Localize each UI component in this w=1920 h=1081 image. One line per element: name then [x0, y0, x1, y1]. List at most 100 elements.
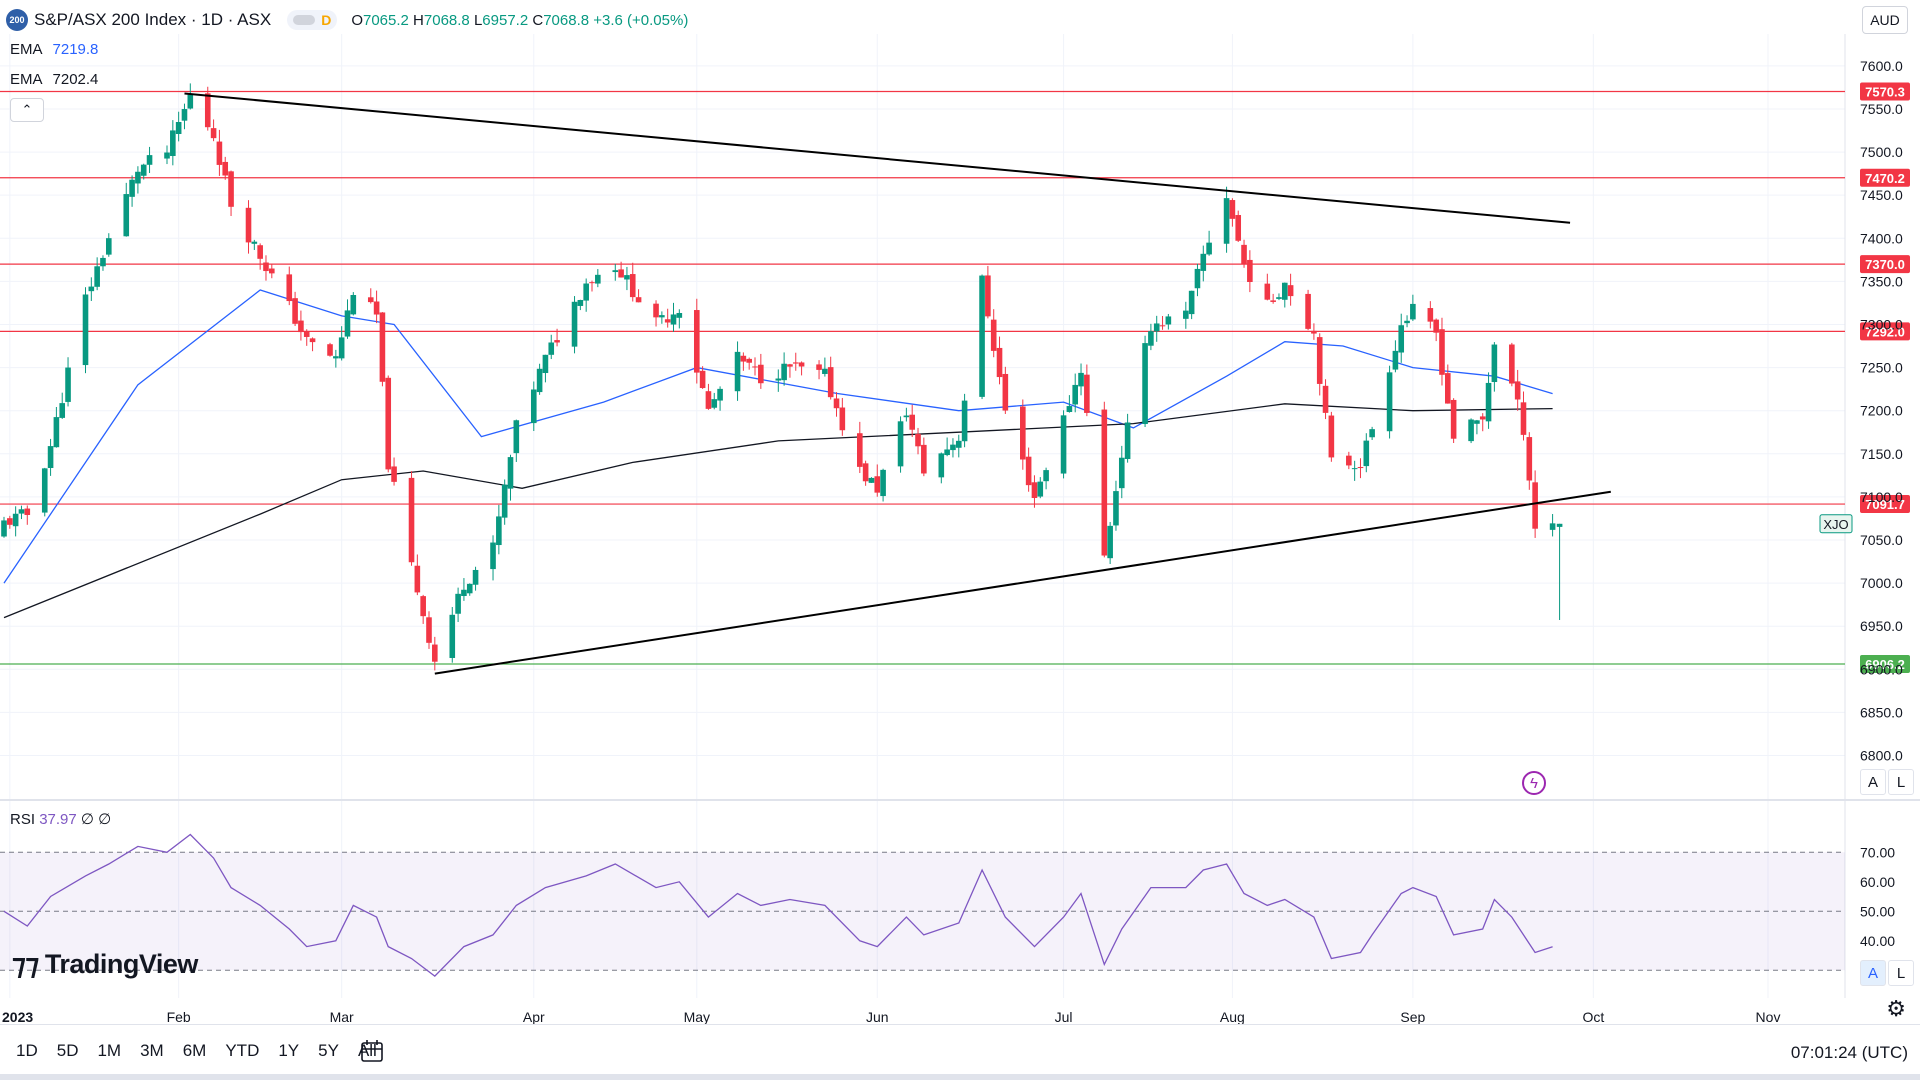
range-5d[interactable]: 5D: [56, 1041, 79, 1060]
currency-selector[interactable]: AUD: [1862, 6, 1908, 34]
candle-body: [1491, 344, 1498, 383]
candle-body: [1276, 297, 1282, 299]
candle-body: [298, 320, 304, 333]
price-scale-label: 7050.0: [1860, 532, 1903, 548]
candle-body: [385, 377, 392, 470]
candle-body: [391, 466, 397, 482]
rsi-log-scale-button[interactable]: L: [1888, 960, 1914, 986]
candle-body: [367, 297, 374, 303]
range-5y[interactable]: 5Y: [318, 1041, 339, 1060]
candle-body: [513, 420, 520, 454]
close-value: 7068.8: [543, 11, 590, 29]
candle-body: [269, 268, 275, 274]
rsi-scale-label: 70.00: [1860, 844, 1895, 860]
tradingview-logo-icon: ⁊⁊: [12, 949, 39, 980]
toggle-pill-icon: [293, 15, 316, 25]
log-scale-button[interactable]: L: [1888, 769, 1914, 795]
high-value: 7068.8: [423, 11, 470, 29]
clock[interactable]: 07:01:24 (UTC): [1790, 1043, 1908, 1062]
range-ytd[interactable]: YTD: [225, 1041, 260, 1060]
candle-body: [717, 388, 723, 401]
rsi-scale-label: 50.00: [1860, 903, 1895, 919]
candle-body: [82, 294, 89, 366]
close-label: C: [532, 11, 544, 29]
candle-body: [921, 444, 927, 474]
candle-body: [915, 433, 921, 447]
candle-body: [426, 617, 432, 643]
chart-title[interactable]: S&P/ASX 200 Index · 1D · ASX: [34, 10, 272, 29]
candle-body: [868, 477, 875, 483]
range-1d[interactable]: 1D: [16, 1041, 38, 1060]
candle-body: [123, 194, 130, 237]
range-6m[interactable]: 6M: [182, 1041, 207, 1060]
rsi-extra: ∅: [80, 811, 94, 828]
candle-body: [857, 433, 863, 467]
candle-body: [577, 299, 584, 306]
settings-gear-icon[interactable]: ⚙: [1886, 996, 1906, 1021]
auto-scale-button[interactable]: A: [1860, 769, 1886, 795]
market-status-toggle[interactable]: D: [287, 10, 338, 30]
calendar-icon[interactable]: [360, 1039, 384, 1063]
price-scale-label: 7350.0: [1860, 273, 1903, 289]
price-scale-label: 7600.0: [1860, 58, 1903, 74]
candle-body: [1328, 415, 1335, 458]
collapse-legend-button[interactable]: ⌃: [10, 98, 44, 122]
candle-body: [59, 403, 66, 418]
candle-body: [629, 274, 636, 298]
candle-body: [693, 310, 700, 373]
candle-body: [501, 484, 508, 518]
candle-body: [676, 312, 683, 318]
ema-legend-fast[interactable]: EMA 7219.8: [10, 41, 98, 58]
axes: 7600.0 7550.0 7500.0 7450.0 7400.0 7350.0 7300…: [2, 58, 1903, 1025]
rsi-line: [3, 833, 1553, 977]
candle-body: [955, 440, 962, 448]
candle-body: [1520, 402, 1527, 435]
grid-lines: [0, 34, 1920, 998]
candle-body: [1060, 415, 1067, 474]
candle-body: [839, 407, 846, 431]
candle-body: [985, 275, 991, 317]
candle-body: [379, 312, 386, 382]
range-1m[interactable]: 1M: [97, 1041, 122, 1060]
candle-body: [1549, 523, 1556, 530]
candle-body: [1363, 440, 1370, 467]
candle-body: [554, 340, 560, 343]
symbol-logo-icon[interactable]: 200: [6, 9, 28, 31]
candle-body: [1183, 310, 1189, 319]
change-value: +3.6 (+0.05%): [593, 11, 689, 29]
candle-body: [1229, 200, 1236, 219]
range-selector: 1D 5D 1M 3M 6M YTD 1Y 5Y All: [16, 1041, 377, 1061]
tradingview-logo[interactable]: ⁊⁊ TradingView: [12, 948, 198, 981]
rsi-auto-scale-button[interactable]: A: [1860, 960, 1886, 986]
lightning-icon[interactable]: ϟ: [1522, 771, 1546, 795]
range-3m[interactable]: 3M: [140, 1041, 164, 1060]
price-scale-label: 7100.0: [1860, 489, 1903, 505]
candle-body: [787, 364, 793, 367]
candle-body: [146, 155, 153, 165]
candle-body: [1439, 329, 1445, 375]
candle-body: [542, 354, 549, 374]
candle-body: [1206, 242, 1212, 255]
candle-body: [449, 614, 456, 658]
rsi-legend[interactable]: RSI 37.97 ∅ ∅: [10, 810, 111, 828]
candle-body: [589, 282, 595, 284]
trendlines[interactable]: [184, 92, 1611, 675]
candle-body: [635, 297, 642, 303]
candle-body: [1002, 373, 1009, 411]
level-tag: [1860, 654, 1910, 673]
candle-body: [1357, 466, 1364, 469]
candle-body: [1479, 416, 1486, 420]
ema-value: 7219.8: [52, 41, 99, 58]
price-scale-label: 7450.0: [1860, 187, 1903, 203]
low-value: 6957.2: [482, 11, 529, 29]
candle-body: [216, 141, 223, 165]
candle-body: [653, 303, 659, 318]
ema-legend-slow[interactable]: EMA 7202.4: [10, 71, 98, 88]
range-1y[interactable]: 1Y: [278, 1041, 300, 1060]
price-scale-label: 6900.0: [1860, 661, 1903, 677]
candle-body: [909, 414, 915, 430]
rsi-pane: [0, 833, 1845, 977]
candle-body: [466, 583, 473, 594]
candle-body: [1392, 350, 1399, 370]
